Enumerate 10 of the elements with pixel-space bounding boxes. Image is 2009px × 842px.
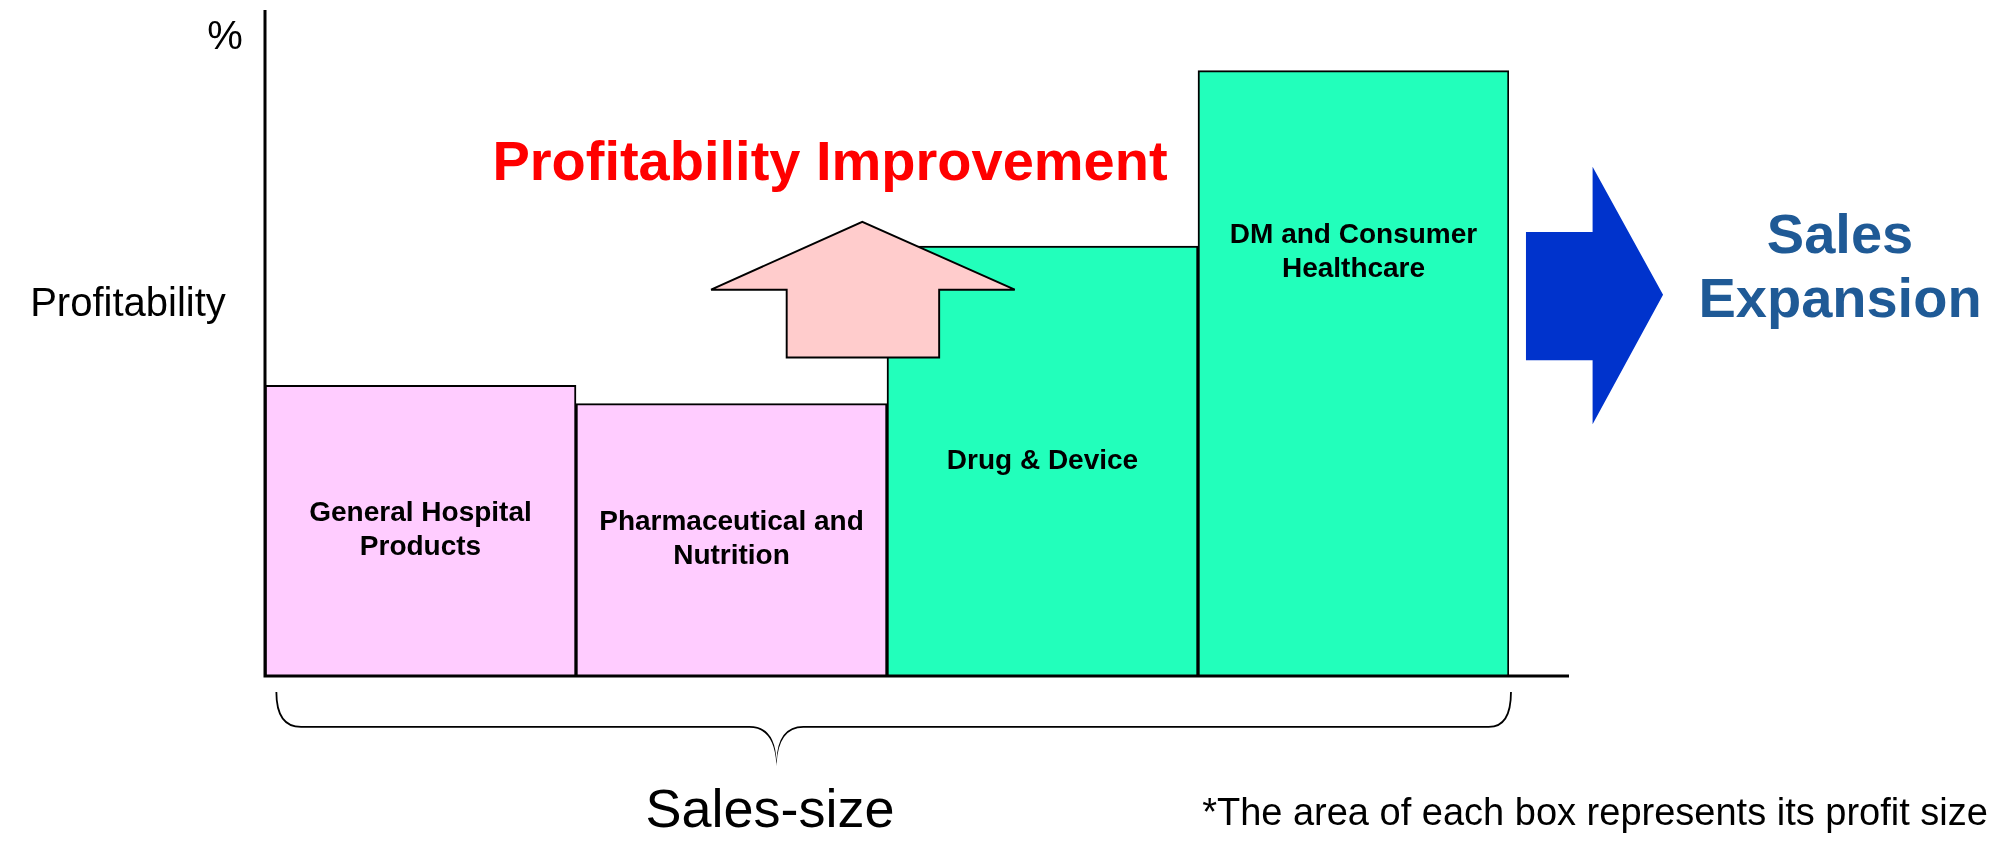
x-tick-label: Drug & Device — [946, 443, 1139, 475]
annotation: Profitability Improvement — [492, 129, 1168, 193]
x-tick-label: General Hospital Products — [309, 496, 532, 562]
x-tick-label: Pharmaceutical and Nutrition — [599, 505, 864, 571]
text: *The area of each box represents its profit size — [1202, 791, 1988, 834]
text: Sales Expansion — [1698, 202, 1982, 330]
x-tick-label: DM and Consumer Healthcare — [1229, 217, 1478, 283]
y-axis-title: Profitability — [30, 280, 226, 325]
text: % — [207, 13, 243, 58]
x-axis-title: Sales-size — [645, 777, 895, 838]
